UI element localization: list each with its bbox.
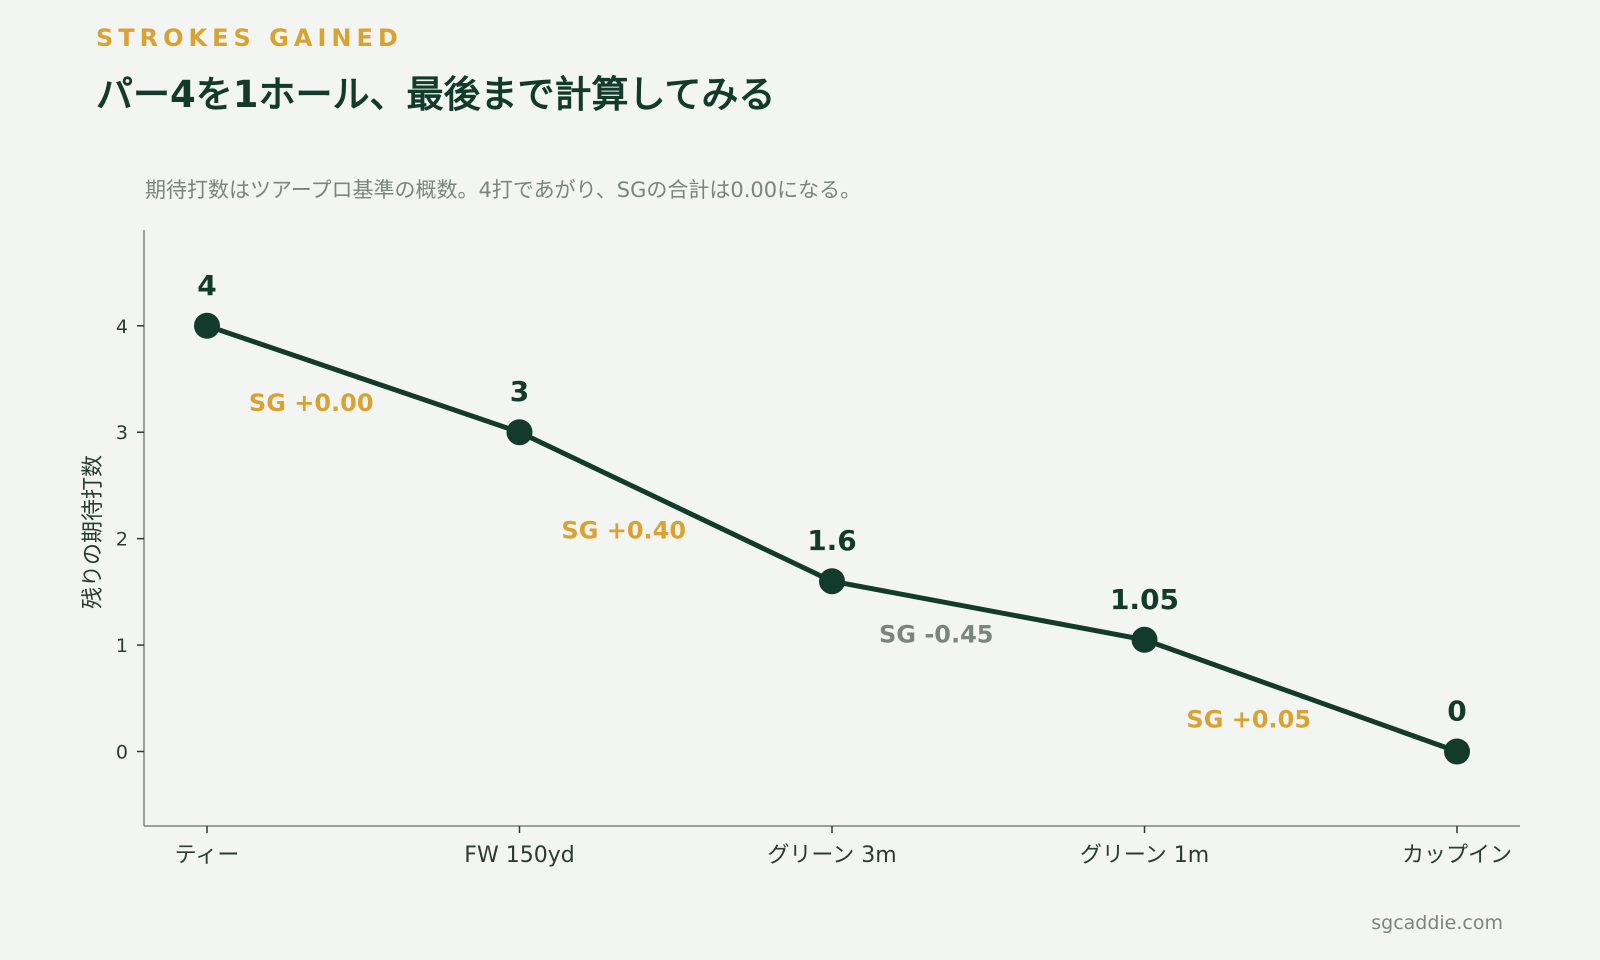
x-tick-label: グリーン 1m [1080, 843, 1209, 868]
eyebrow-label: STROKES GAINED [96, 24, 403, 52]
sg-annotation: SG +0.05 [1186, 706, 1311, 734]
data-point [194, 312, 220, 339]
x-tick-label: ティー [175, 843, 240, 868]
x-tick-label: カップイン [1402, 843, 1512, 868]
x-axis-ticks: ティー FW 150yd グリーン 3m グリーン 1m カップイン [175, 826, 1512, 868]
value-label: 3 [510, 375, 529, 408]
y-tick-label: 4 [116, 316, 128, 338]
value-label: 0 [1447, 695, 1466, 728]
y-axis-label: 残りの期待打数 [81, 455, 106, 609]
value-label: 1.05 [1110, 583, 1179, 616]
sg-annotation: SG +0.40 [561, 517, 686, 545]
y-tick-label: 1 [116, 635, 128, 657]
value-labels: 4 3 1.6 1.05 0 [197, 269, 1466, 728]
data-point [506, 419, 533, 446]
sg-annotation: SG +0.00 [249, 389, 374, 417]
y-tick-label: 0 [116, 742, 128, 764]
y-tick-label: 3 [116, 422, 128, 444]
data-points [194, 312, 1470, 765]
sg-annotations: SG +0.00 SG +0.40 SG -0.45 SG +0.05 [249, 389, 1311, 734]
value-label: 4 [197, 269, 216, 302]
x-tick-label: FW 150yd [464, 843, 574, 868]
data-point [819, 568, 845, 595]
y-axis-ticks: 0 1 2 3 4 [116, 316, 144, 764]
sg-annotation: SG -0.45 [879, 620, 994, 648]
page-title: パー4を1ホール、最後まで計算してみる [96, 73, 776, 116]
value-label: 1.6 [807, 524, 857, 557]
x-tick-label: グリーン 3m [767, 843, 896, 868]
y-tick-label: 2 [116, 529, 128, 551]
footer-site: sgcaddie.com [1371, 912, 1503, 934]
chart-subtitle: 期待打数はツアープロ基準の概数。4打であがり、SGの合計は0.00になる。 [145, 178, 862, 202]
data-point [1131, 626, 1158, 653]
data-point [1444, 738, 1470, 765]
